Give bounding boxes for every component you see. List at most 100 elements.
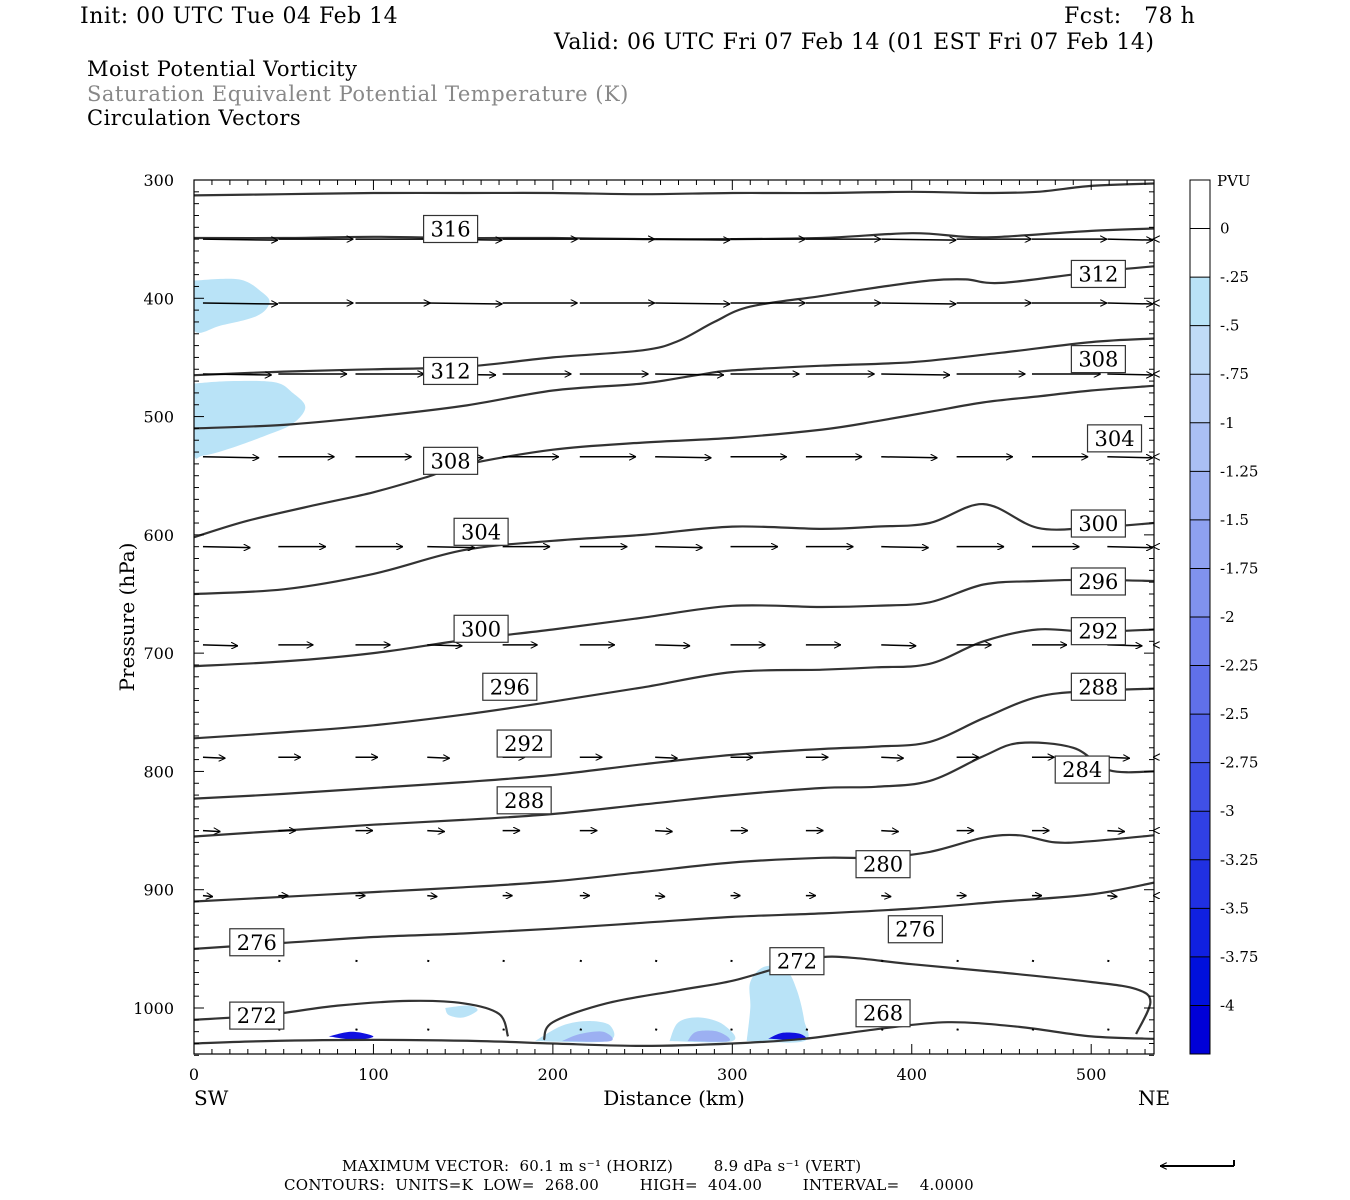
max-vector-note: MAXIMUM VECTOR: 60.1 m s⁻¹ (HORIZ) 8.9 d… xyxy=(342,1157,862,1175)
vector-6-3 xyxy=(427,757,450,758)
contour-label-box-16 xyxy=(1086,424,1143,453)
init-time: Init: 00 UTC Tue 04 Feb 14 xyxy=(80,4,399,29)
y-tick-label: 700 xyxy=(143,644,174,663)
vector-5-9 xyxy=(881,645,916,646)
colorbar-swatch-7 xyxy=(1190,519,1210,569)
vector-9-6 xyxy=(730,959,733,963)
valid-time: Valid: 06 UTC Fri 07 Feb 14 (01 EST Fri … xyxy=(554,30,1155,55)
x-tick-label: 500 xyxy=(1076,1065,1107,1084)
pv-shading xyxy=(194,278,809,1043)
vector-7-9 xyxy=(881,831,899,832)
vector-10-7 xyxy=(805,1028,809,1031)
colorbar-swatch-16 xyxy=(1190,956,1210,1006)
y-tick-label: 600 xyxy=(143,526,174,545)
contour-label-box-20 xyxy=(1070,672,1126,701)
contour-label-box-1 xyxy=(422,356,479,386)
colorbar-label: -1.5 xyxy=(1220,511,1249,529)
vector-8-12 xyxy=(1107,896,1117,897)
contour-280-4 xyxy=(194,833,1154,903)
x-end-label-right: NE xyxy=(1138,1086,1170,1110)
vector-9-9 xyxy=(956,959,959,963)
x-tick-label: 200 xyxy=(538,1065,569,1084)
axes: 0 100 200 300 400 500 300 400 500 600 700 800 900 100… xyxy=(133,171,1155,1084)
contour-label-box-21 xyxy=(1054,755,1110,784)
contour-288-6 xyxy=(194,687,1154,800)
contour-label-box-3 xyxy=(453,517,509,546)
colorbar-swatch-6 xyxy=(1190,471,1210,521)
vector-1-9 xyxy=(881,303,956,304)
contour-label: 296 xyxy=(1078,570,1118,594)
contour-label-box-15 xyxy=(1070,345,1126,374)
contour-label: 280 xyxy=(863,853,903,877)
vector-9-4 xyxy=(579,959,583,963)
contour-label: 312 xyxy=(431,359,471,383)
vector-0-0 xyxy=(202,239,278,240)
contour-292-7 xyxy=(194,628,1154,740)
vector-10-8 xyxy=(881,1028,884,1031)
vector-2-0 xyxy=(202,374,272,375)
contour-label-box-7 xyxy=(496,786,552,815)
contour-label-box-19 xyxy=(1070,617,1126,646)
colorbar-swatch-2 xyxy=(1190,277,1210,327)
theta-es-contours xyxy=(194,182,1154,1048)
vector-5-6 xyxy=(655,645,690,646)
reference-vector-arrow xyxy=(1160,1160,1235,1166)
vector-9-3 xyxy=(502,959,505,963)
contour-304-10 xyxy=(194,384,1154,539)
contour-label: 300 xyxy=(1078,512,1118,536)
contour-label: 312 xyxy=(1078,262,1118,286)
colorbar-title: PVU xyxy=(1217,172,1251,190)
colorbar-swatch-13 xyxy=(1190,811,1210,861)
vector-0-6 xyxy=(655,239,730,240)
contour-label: 288 xyxy=(1078,675,1118,699)
contour-label-box-11 xyxy=(855,999,911,1028)
vector-2-12 xyxy=(1107,374,1153,375)
contour-label-box-18 xyxy=(1070,567,1126,596)
colorbar-label: -1 xyxy=(1220,414,1235,432)
colorbar-swatch-15 xyxy=(1190,908,1210,958)
contour-label: 284 xyxy=(1062,758,1102,782)
vector-10-9 xyxy=(956,1028,959,1031)
vector-9-0 xyxy=(278,959,281,963)
contour-label: 292 xyxy=(504,732,544,756)
pv-region-5 xyxy=(746,965,809,1043)
contour-268-0 xyxy=(194,1021,1154,1048)
colorbar-label: -.5 xyxy=(1220,317,1239,335)
y-tick-label: 1000 xyxy=(133,999,174,1018)
contour-label: 288 xyxy=(504,789,544,813)
contour-label-box-2 xyxy=(422,446,479,475)
contour-label-box-9 xyxy=(887,915,943,944)
contour-label: 304 xyxy=(1094,427,1134,451)
vector-9-1 xyxy=(355,959,358,963)
contour-labels: 316 312 308 304 300 296 292 288 280 276 272 268 276 2… xyxy=(229,214,1143,1030)
y-tick-label: 800 xyxy=(143,762,174,781)
contour-label: 276 xyxy=(237,931,277,955)
colorbar-label: -3.5 xyxy=(1220,899,1249,917)
contour-label: 272 xyxy=(237,1004,277,1028)
vector-3-6 xyxy=(655,457,711,458)
contour-label-box-13 xyxy=(229,1001,285,1030)
x-tick-label: 400 xyxy=(896,1065,927,1084)
vector-0-9 xyxy=(881,239,956,240)
vector-5-3 xyxy=(427,645,462,646)
contour-label: 296 xyxy=(490,675,530,699)
contour-label-box-14 xyxy=(1070,259,1126,289)
colorbar-label: -.25 xyxy=(1220,268,1249,286)
vector-8-3 xyxy=(427,896,437,897)
contour-label: 276 xyxy=(895,918,935,942)
vector-1-12 xyxy=(1107,303,1153,304)
vector-7-6 xyxy=(655,831,673,832)
colorbar-label: -.75 xyxy=(1220,365,1249,383)
x-tick-label: 300 xyxy=(717,1065,748,1084)
colorbar-label: -3.25 xyxy=(1220,851,1258,869)
pv-region-6 xyxy=(561,1031,613,1042)
colorbar-label: -3.75 xyxy=(1220,948,1258,966)
contour-316-13 xyxy=(194,227,1154,241)
contour-320-14 xyxy=(194,182,1154,197)
contour-label-box-10 xyxy=(769,947,825,976)
contour-label: 316 xyxy=(431,217,471,241)
contour-label: 304 xyxy=(461,520,501,544)
pv-region-1 xyxy=(194,380,306,459)
vector-6-12 xyxy=(1107,757,1130,758)
colorbar-label: -3 xyxy=(1220,802,1235,820)
